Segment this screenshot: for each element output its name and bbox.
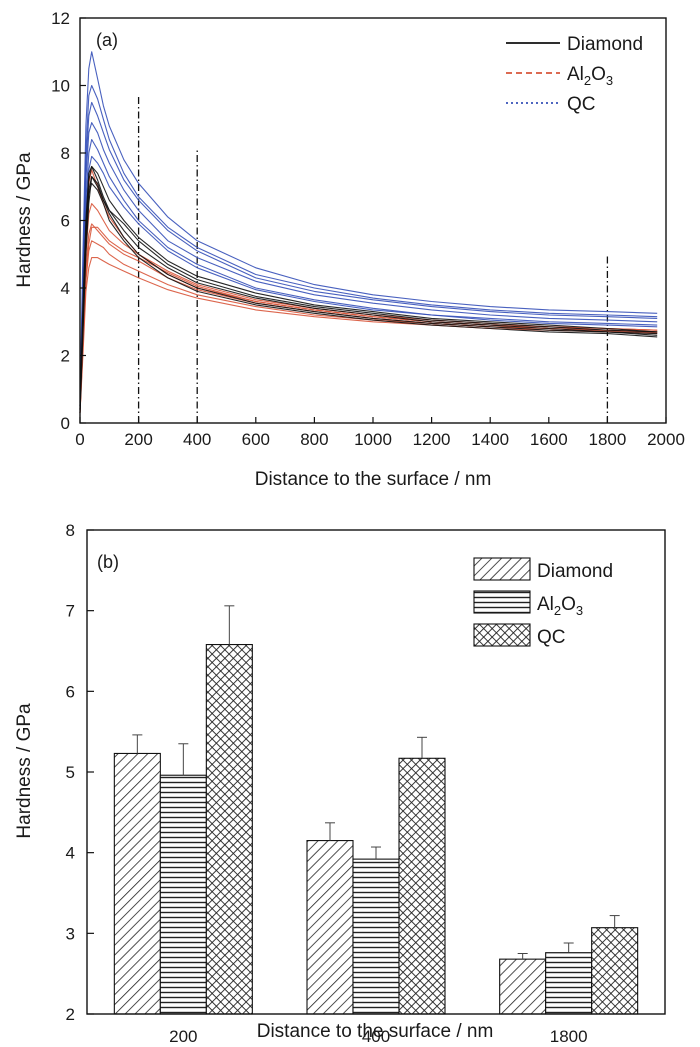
legend-swatch [473,557,531,581]
hardness-curve [79,257,658,413]
y-tick-label: 8 [66,521,75,540]
bar-qc [205,643,253,1015]
hardness-curve [79,182,658,413]
x-tick-label: 1800 [588,430,626,449]
y-axis-ticks-a: 0 2 4 6 8 10 12 [51,9,86,433]
legend-label: Al2O3 [567,64,613,88]
x-tick-label: 200 [169,1027,197,1046]
y-tick-label: 5 [66,763,75,782]
y-axis-ticks-b: 2 3 4 5 6 7 8 [66,521,94,1024]
x-tick-label: 1400 [471,430,509,449]
hardness-curve [79,165,658,410]
x-axis-ticks-a: 0 200 400 600 800 1000 1200 1400 1600 1800 2000 [75,417,685,449]
x-tick-label: 0 [75,430,84,449]
y-axis-title-a: Hardness / GPa [14,152,35,288]
hardness-curve [79,122,658,407]
reference-lines [137,95,609,423]
bar-al2o3 [545,952,593,1015]
y-tick-label: 4 [66,844,75,863]
y-tick-label: 7 [66,602,75,621]
legend-label: Al2O3 [537,594,583,618]
x-axis-title-a: Distance to the surface / nm [255,469,492,490]
hardness-curve [79,203,658,410]
hardness-curve [79,84,658,407]
y-tick-label: 4 [61,279,70,298]
legend-swatch [473,623,531,647]
x-axis-title-b: Distance to the surface / nm [257,1021,494,1042]
y-tick-label: 6 [61,212,70,231]
hardness-curve [79,101,658,407]
y-tick-label: 8 [61,144,70,163]
bar-al2o3 [352,858,400,1015]
panel-label-b: (b) [97,552,119,572]
y-tick-label: 6 [66,682,75,701]
x-tick-label: 600 [242,430,270,449]
y-tick-label: 12 [51,9,70,28]
y-tick-label: 10 [51,77,70,96]
series-qc [79,51,658,410]
x-tick-label: 800 [300,430,328,449]
x-axis-ticks-b: 200 400 1800 [169,1027,587,1046]
legend-a: Diamond Al2O3 QC [506,34,643,115]
series-diamond [79,165,658,413]
hardness-curve [79,155,658,410]
bar-al2o3 [159,774,207,1015]
x-tick-label: 1600 [530,430,568,449]
y-axis-title-b: Hardness / GPa [14,703,35,839]
bar-qc [398,757,446,1015]
x-tick-label: 1800 [550,1027,588,1046]
legend-b: Diamond Al2O3 QC [473,557,613,648]
hardness-curve [79,138,658,410]
x-tick-label: 1200 [413,430,451,449]
legend-label: Diamond [537,561,613,582]
legend-label: QC [537,627,566,648]
x-tick-label: 400 [362,1027,390,1046]
x-tick-label: 200 [124,430,152,449]
hardness-curve [79,176,658,410]
x-tick-label: 2000 [647,430,685,449]
bar-qc [591,927,639,1015]
hardness-curve [79,165,658,407]
bar-diamond [499,958,547,1015]
y-tick-label: 3 [66,924,75,943]
hardness-curve [79,51,658,403]
y-tick-label: 0 [61,414,70,433]
hardness-curve [79,176,658,413]
legend-label: QC [567,94,596,115]
series-al2o3 [79,169,658,413]
legend-label: Diamond [567,34,643,55]
hardness-bars [113,605,639,1015]
y-tick-label: 2 [61,347,70,366]
bar-diamond [306,840,354,1015]
legend-swatch [473,590,531,614]
bar-diamond [113,752,161,1015]
x-tick-label: 1000 [354,430,392,449]
hardness-curves [79,51,658,413]
x-tick-label: 400 [183,430,211,449]
panel-a-line-chart: 0 200 400 600 800 1000 1200 1400 1600 1800 2000 0 2… [14,9,685,490]
panel-b-bar-chart: 200 400 1800 2 3 4 5 6 7 8 (b) Distance to the s… [14,521,666,1046]
y-tick-label: 2 [66,1005,75,1024]
panel-label-a: (a) [96,30,118,50]
